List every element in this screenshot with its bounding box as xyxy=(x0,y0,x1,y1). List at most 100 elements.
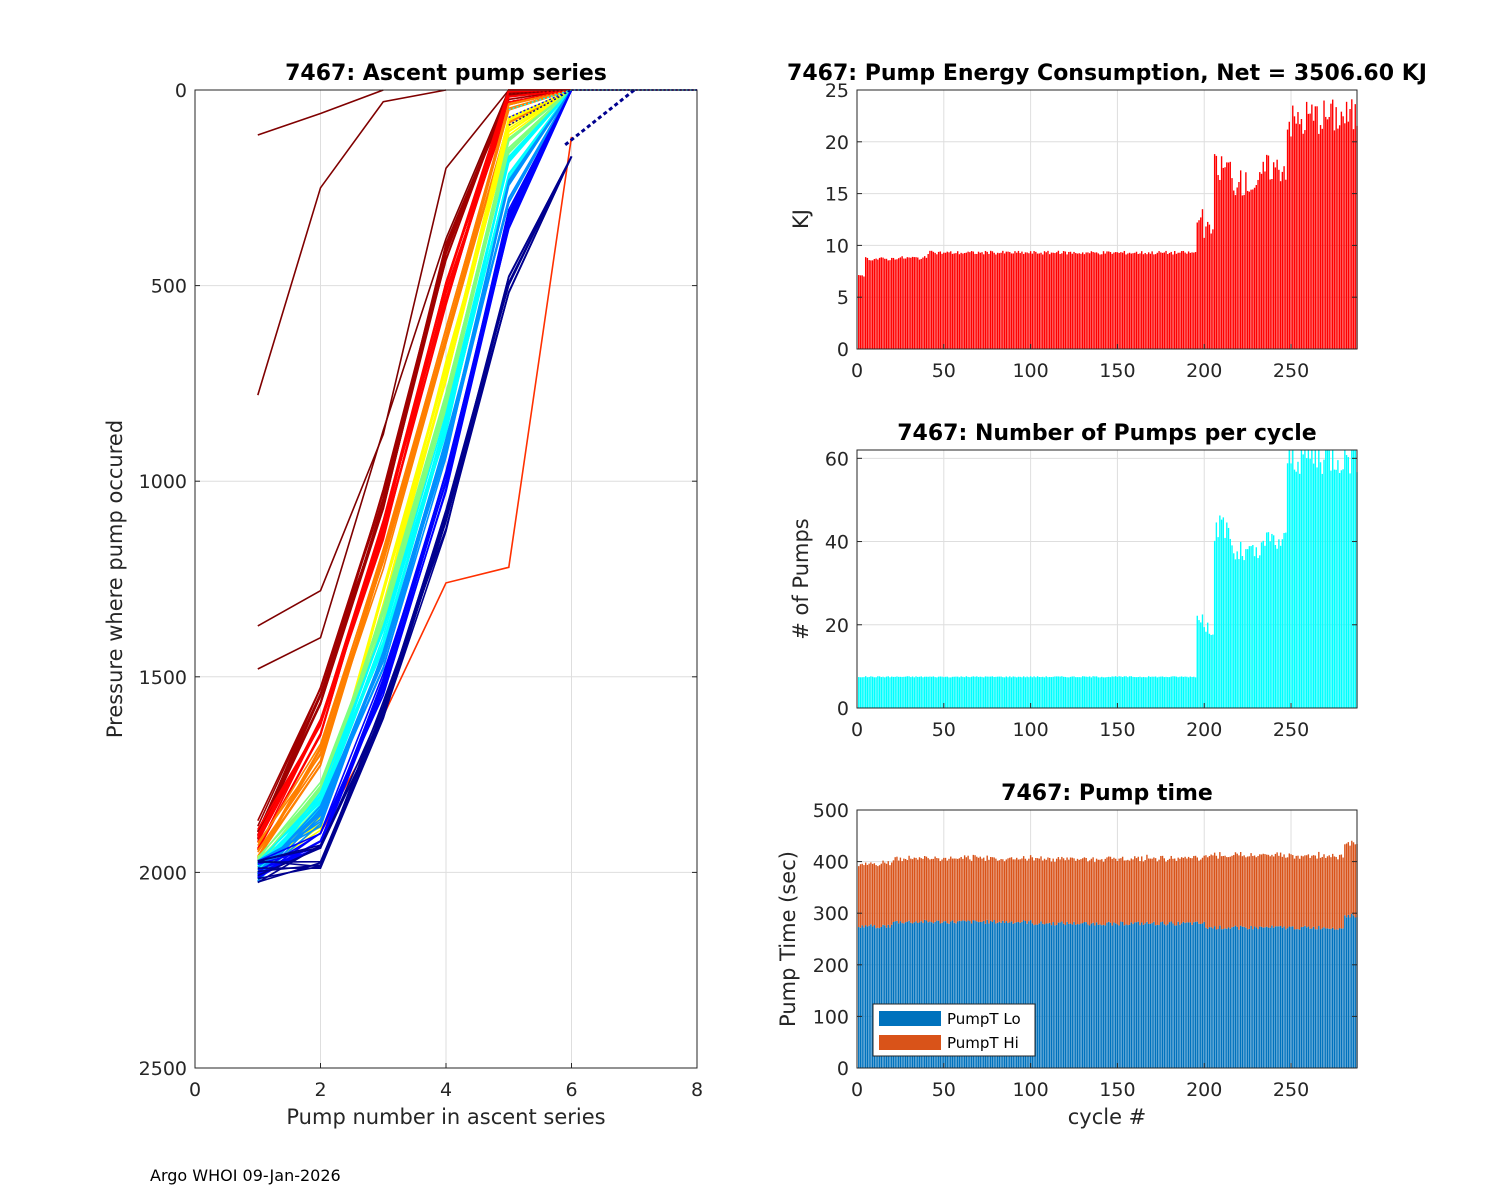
bar-cycle-128 xyxy=(1078,677,1080,708)
bar-hi-cycle-167 xyxy=(1146,854,1148,922)
bar-hi-cycle-172 xyxy=(1154,858,1157,926)
bar-cycle-228 xyxy=(1252,189,1254,349)
bar-cycle-201 xyxy=(1205,226,1207,349)
bar-hi-cycle-258 xyxy=(1304,855,1306,926)
bar-hi-cycle-199 xyxy=(1201,857,1204,924)
bar-cycle-86 xyxy=(1005,251,1007,349)
bar-hi-cycle-247 xyxy=(1285,857,1287,930)
bar-cycle-68 xyxy=(974,253,976,349)
bar-cycle-170 xyxy=(1151,676,1153,708)
bar-lo-cycle-93 xyxy=(1017,921,1020,1068)
bar-lo-cycle-271 xyxy=(1326,928,1329,1068)
bar-cycle-24 xyxy=(897,676,900,708)
bar-cycle-198 xyxy=(1200,217,1202,349)
bar-cycle-270 xyxy=(1325,116,1327,349)
bar-lo-cycle-179 xyxy=(1167,924,1169,1068)
bar-lo-cycle-174 xyxy=(1158,925,1160,1068)
ascent-series-c-cyan xyxy=(257,89,573,875)
bar-cycle-220 xyxy=(1238,559,1240,708)
bar-cycle-12 xyxy=(877,676,879,708)
bar-cycle-172 xyxy=(1154,676,1157,708)
bar-cycle-227 xyxy=(1250,546,1252,708)
bar-cycle-167 xyxy=(1146,254,1148,349)
bar-lo-cycle-257 xyxy=(1302,926,1304,1068)
bar-lo-cycle-249 xyxy=(1288,926,1290,1068)
bar-hi-cycle-74 xyxy=(984,860,987,924)
bar-cycle-124 xyxy=(1071,676,1073,708)
bar-hi-cycle-157 xyxy=(1128,860,1131,925)
bar-cycle-204 xyxy=(1210,233,1212,349)
bar-cycle-4 xyxy=(863,276,865,349)
bar-cycle-223 xyxy=(1243,194,1245,349)
bar-hi-cycle-276 xyxy=(1335,856,1337,930)
bar-cycle-119 xyxy=(1062,251,1065,349)
bar-lo-cycle-33 xyxy=(913,922,915,1068)
bar-hi-cycle-271 xyxy=(1326,856,1329,929)
bar-lo-cycle-172 xyxy=(1154,925,1157,1068)
bar-cycle-32 xyxy=(911,256,914,349)
bar-cycle-163 xyxy=(1139,676,1141,708)
bar-hi-cycle-10 xyxy=(873,863,876,926)
bar-cycle-9 xyxy=(871,260,874,349)
bar-cycle-194 xyxy=(1193,676,1195,708)
bar-cycle-175 xyxy=(1160,676,1162,708)
bar-cycle-27 xyxy=(903,258,905,349)
bar-lo-cycle-138 xyxy=(1095,922,1098,1068)
bar-cycle-255 xyxy=(1299,473,1301,708)
bar-cycle-121 xyxy=(1066,254,1068,349)
bar-cycle-30 xyxy=(908,257,910,349)
bar-hi-cycle-242 xyxy=(1276,852,1278,927)
bar-cycle-9 xyxy=(871,676,874,708)
bar-lo-cycle-166 xyxy=(1144,923,1146,1068)
bar-cycle-52 xyxy=(946,676,948,708)
bar-hi-cycle-81 xyxy=(996,860,999,923)
bar-lo-cycle-274 xyxy=(1332,927,1334,1068)
bar-lo-cycle-35 xyxy=(917,922,919,1068)
bar-lo-cycle-77 xyxy=(989,920,992,1068)
bar-hi-cycle-226 xyxy=(1248,856,1251,929)
bar-cycle-225 xyxy=(1246,549,1249,708)
bar-hi-cycle-106 xyxy=(1040,856,1042,922)
legend-label-hi: PumpT Hi xyxy=(947,1034,1019,1052)
y-tick-label: 400 xyxy=(813,852,849,874)
ascent-series-c-red xyxy=(257,89,572,849)
ascent-series-c-darkblue xyxy=(257,156,573,884)
bar-cycle-139 xyxy=(1097,253,1100,349)
bar-cycle-160 xyxy=(1134,677,1136,708)
bar-cycle-202 xyxy=(1207,221,1209,349)
bar-cycle-240 xyxy=(1272,535,1275,708)
bar-hi-cycle-16 xyxy=(884,862,886,926)
y-tick-label: 0 xyxy=(175,80,187,102)
bar-cycle-286 xyxy=(1352,450,1355,708)
bar-cycle-1 xyxy=(858,677,860,708)
bar-hi-cycle-103 xyxy=(1035,857,1037,925)
bar-lo-cycle-182 xyxy=(1172,923,1174,1068)
bar-cycle-282 xyxy=(1345,101,1348,349)
bar-lo-cycle-42 xyxy=(929,921,931,1068)
bar-cycle-232 xyxy=(1259,555,1261,708)
bar-cycle-284 xyxy=(1349,109,1351,349)
bar-hi-cycle-173 xyxy=(1156,861,1159,925)
bar-hi-cycle-71 xyxy=(979,856,981,922)
bar-cycle-137 xyxy=(1094,252,1096,349)
bar-hi-cycle-35 xyxy=(917,859,919,923)
bar-cycle-130 xyxy=(1082,676,1084,708)
bar-cycle-96 xyxy=(1022,676,1025,708)
bar-cycle-159 xyxy=(1132,253,1134,349)
bar-cycle-39 xyxy=(924,676,926,708)
bar-cycle-112 xyxy=(1050,252,1053,349)
bar-hi-cycle-92 xyxy=(1016,857,1018,923)
bar-cycle-214 xyxy=(1227,527,1230,708)
bar-cycle-221 xyxy=(1239,541,1242,708)
x-tick-label: 50 xyxy=(932,719,956,741)
bar-hi-cycle-210 xyxy=(1220,856,1223,930)
bar-cycle-205 xyxy=(1212,634,1214,708)
bar-cycle-217 xyxy=(1233,553,1235,708)
bar-hi-cycle-114 xyxy=(1054,861,1056,926)
bar-cycle-167 xyxy=(1146,677,1148,708)
bar-cycle-92 xyxy=(1016,252,1018,349)
bar-cycle-139 xyxy=(1097,677,1100,708)
bar-cycle-131 xyxy=(1083,676,1086,708)
bar-hi-cycle-21 xyxy=(892,860,895,922)
bar-lo-cycle-44 xyxy=(932,923,935,1068)
